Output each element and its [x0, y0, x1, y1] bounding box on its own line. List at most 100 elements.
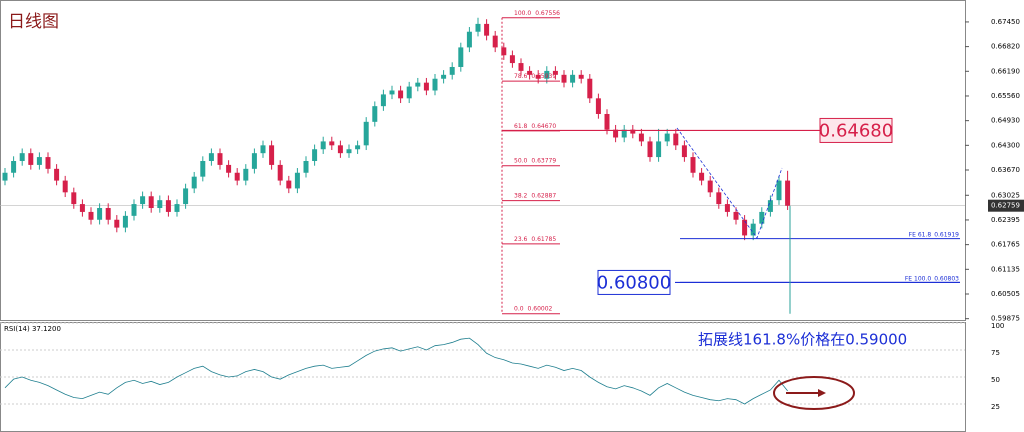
fe-price: 0.60803 — [934, 275, 959, 282]
candle-body — [527, 70, 533, 75]
fe-label: FE 61.8 0.61919 — [909, 231, 960, 238]
candle-body — [458, 47, 464, 67]
candle-body — [79, 204, 85, 212]
candle-body — [269, 145, 275, 165]
y-tick-label: 0.64300 — [991, 141, 1020, 149]
candle-body — [329, 141, 335, 146]
fib-price: 0.64670 — [531, 122, 556, 129]
candle-body — [157, 200, 163, 209]
fib-label: 100.0 0.67556 — [514, 9, 560, 16]
candle-body — [2, 172, 8, 181]
fe-label: FE 100.0 0.60803 — [905, 275, 959, 282]
candle-body — [312, 149, 318, 161]
candle-body — [174, 204, 180, 212]
wave-lines — [676, 127, 783, 239]
candle-body — [140, 196, 146, 205]
price-panel — [0, 0, 966, 321]
candle-body — [484, 23, 490, 36]
candle-body — [208, 153, 214, 161]
candle-body — [699, 172, 705, 181]
candle-body — [165, 200, 171, 212]
candle-body — [200, 161, 206, 177]
candle-body — [595, 98, 601, 114]
candle-body — [337, 145, 343, 154]
candle-body — [398, 90, 404, 99]
fib-ratio: 23.6 — [514, 235, 528, 242]
layer: 日线图 0.67450 0.66820 0.66190 0.65560 0.64930 0.… — [0, 9, 1024, 411]
candle-body — [492, 35, 498, 48]
y-tick-label: 0.59875 — [991, 315, 1020, 323]
chart-title: 日线图 — [8, 12, 59, 32]
annotation: 拓展线161.8%价格在0.59000 — [698, 331, 907, 349]
candle-body — [518, 63, 524, 71]
y-tick-label: 0.65560 — [991, 92, 1020, 100]
fib-ratio: 78.6 — [514, 73, 528, 80]
candle-body — [432, 78, 438, 91]
y-tick-label: 50 — [991, 376, 1000, 384]
candle-body — [320, 141, 326, 150]
candle-body — [286, 180, 292, 189]
candle-body — [380, 94, 386, 107]
candle-body — [785, 180, 791, 206]
candle-body — [716, 192, 722, 205]
fib-price: 0.62887 — [531, 192, 556, 199]
fib-ratio: 38.2 — [514, 192, 528, 199]
candle-body — [552, 70, 558, 75]
candle-body — [355, 145, 361, 150]
candle-body — [630, 129, 636, 134]
candle-body — [19, 153, 25, 161]
candle-body — [36, 157, 42, 165]
candle-body — [260, 145, 266, 154]
fib-price: 0.67556 — [535, 9, 560, 16]
candle-body — [183, 188, 189, 205]
fib-ratio: 61.8 — [514, 122, 528, 129]
fib-label: 61.8 0.64670 — [514, 122, 556, 129]
candle-body — [690, 157, 696, 173]
candle-body — [294, 172, 300, 189]
candle-body — [613, 129, 619, 138]
price-marker-box — [597, 269, 671, 295]
fib-label: 38.2 0.62887 — [514, 192, 556, 199]
candle-body — [664, 133, 670, 142]
candle-body — [561, 74, 567, 83]
candle-body — [148, 196, 154, 209]
candle-body — [131, 204, 137, 216]
candle-body — [750, 223, 756, 236]
y-tick-label: 0.66190 — [991, 67, 1020, 75]
fib-price: 0.61785 — [531, 235, 556, 242]
candle-body — [217, 153, 223, 165]
fib-label: 23.6 0.61785 — [514, 235, 556, 242]
candle-body — [673, 133, 679, 146]
highlight-ellipse — [773, 376, 855, 410]
candle-body — [621, 129, 627, 138]
candle-body — [707, 180, 713, 193]
y-tick-label: 75 — [991, 349, 1000, 357]
y-tick-label: 0.67450 — [991, 18, 1020, 26]
price-marker-label: 0.64680 — [819, 120, 893, 141]
candle-body — [647, 141, 653, 158]
candle-body — [226, 164, 232, 173]
fib-price: 0.63779 — [531, 157, 556, 164]
candle-body — [733, 211, 739, 220]
candle-body — [243, 168, 249, 181]
candle-body — [389, 90, 395, 95]
y-tick-label: 100 — [991, 322, 1004, 330]
candle-body — [28, 153, 34, 165]
current-price-label: 0.62759 — [991, 202, 1020, 210]
candle-body — [114, 219, 120, 228]
arrow-head — [818, 389, 826, 397]
candle-body — [535, 74, 541, 79]
fib-label: 0.0 0.60002 — [514, 305, 553, 312]
y-tick-label: 0.61135 — [991, 265, 1020, 273]
candle-body — [71, 192, 77, 205]
fe-name: FE 61.8 — [909, 231, 932, 238]
candle-body — [449, 66, 455, 75]
candle-body — [105, 208, 111, 220]
candle-body — [776, 180, 782, 201]
y-tick-label: 0.66820 — [991, 43, 1020, 51]
rsi-line — [4, 337, 788, 405]
fib-ratio: 100.0 — [514, 9, 531, 16]
candle-body — [681, 145, 687, 158]
candle-body — [45, 157, 51, 169]
